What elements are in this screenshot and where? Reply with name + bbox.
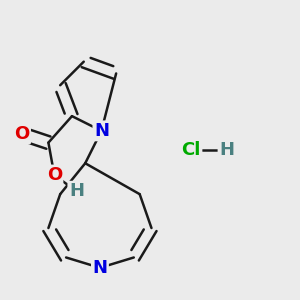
Text: Cl: Cl: [182, 141, 201, 159]
Text: O: O: [14, 125, 29, 143]
Text: H: H: [219, 141, 234, 159]
Text: O: O: [47, 166, 62, 184]
Text: N: N: [92, 259, 107, 277]
Text: H: H: [69, 182, 84, 200]
Text: N: N: [94, 122, 109, 140]
